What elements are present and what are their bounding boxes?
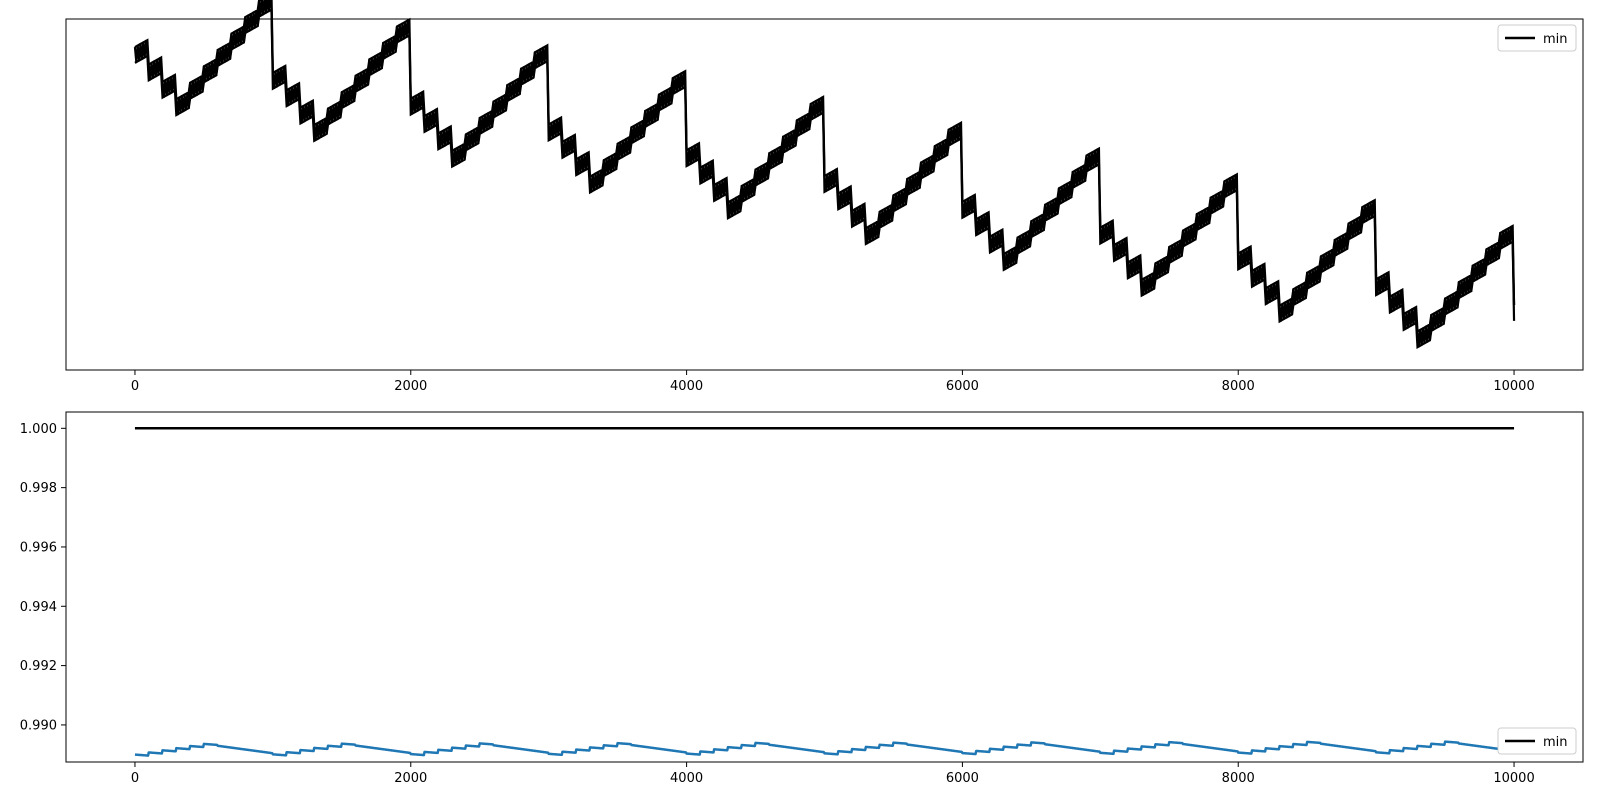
plot-area-bottom (65, 411, 1584, 763)
legend-box-bottom (1497, 727, 1577, 755)
y-tick-label: 0.994 (20, 600, 57, 615)
x-tick-label: 8000 (1222, 379, 1255, 394)
x-tick-label: 2000 (394, 379, 427, 394)
x-axis-bottom: 0 2000 4000 6000 8000 10000 (131, 762, 1535, 786)
y-tick-label: 0.992 (20, 659, 57, 674)
x-tick-label: 0 (131, 771, 139, 786)
x-tick-label: 2000 (394, 771, 427, 786)
legend-label-top: min (1543, 32, 1568, 47)
x-tick-label: 8000 (1222, 771, 1255, 786)
legend-box-top (1497, 24, 1577, 52)
x-tick-label: 4000 (670, 379, 703, 394)
x-tick-label: 0 (131, 379, 139, 394)
y-tick-label: 0.990 (20, 718, 57, 733)
series-band-bottom-edge (134, 7, 1516, 350)
legend-bottom: min (1497, 727, 1577, 755)
y-tick-label: 0.996 (20, 540, 57, 555)
x-tick-label: 10000 (1493, 379, 1534, 394)
y-tick-label: 1.000 (20, 422, 57, 437)
series-group-bottom (134, 427, 1516, 757)
x-tick-label: 6000 (946, 379, 979, 394)
y-tick-label: 0.998 (20, 481, 57, 496)
legend-label-bottom: min (1543, 735, 1568, 750)
y-axis-bottom: 0.990 0.992 0.994 0.996 0.998 1.000 (20, 422, 66, 733)
series-line-blue (134, 740, 1516, 757)
x-tick-label: 4000 (670, 771, 703, 786)
x-axis-top: 0 2000 4000 6000 8000 10000 (131, 370, 1535, 394)
subplot-bottom: 0 2000 4000 6000 8000 10000 0.9900.9920.9940.… (20, 411, 1584, 786)
x-tick-label: 6000 (946, 771, 979, 786)
subplot-top: 0 2000 4000 6000 8000 10000 min (65, 0, 1584, 394)
plot-area-top (65, 18, 1584, 371)
legend-top: min (1497, 24, 1577, 52)
x-tick-label: 10000 (1493, 771, 1534, 786)
series-group-top (133, 0, 1516, 350)
